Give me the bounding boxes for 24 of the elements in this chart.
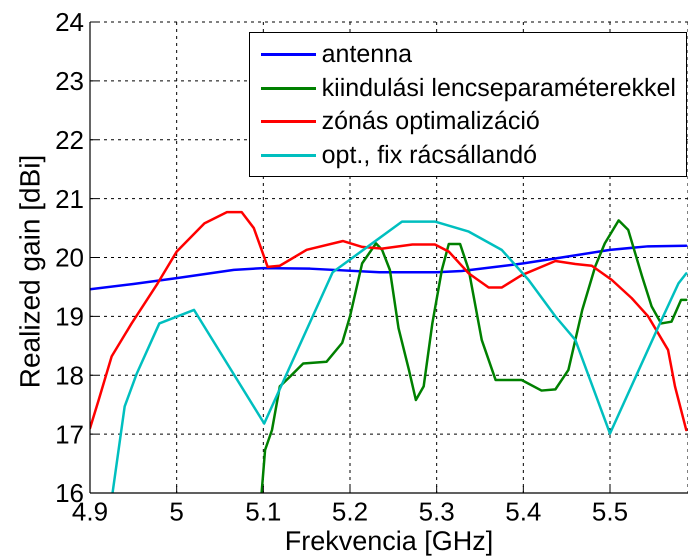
x-tick-label: 5.5 xyxy=(592,496,628,526)
x-tick-label: 5.4 xyxy=(505,496,542,526)
y-tick-label: 23 xyxy=(55,66,84,96)
legend-label: kiindulási lencseparaméterekkel xyxy=(322,74,676,103)
x-tick-label: 5.3 xyxy=(418,496,455,526)
y-tick-label: 22 xyxy=(55,124,84,155)
y-tick-label: 18 xyxy=(55,360,84,390)
x-tick-label: 5.1 xyxy=(245,496,282,526)
y-tick-label: 24 xyxy=(55,7,84,38)
line-series xyxy=(90,210,688,432)
legend-label: zónás optimalizáció xyxy=(322,107,540,136)
y-axis-title: Realized gain [dBi] xyxy=(14,154,46,388)
y-tick-label: 21 xyxy=(55,184,84,214)
line-series xyxy=(260,219,688,493)
x-tick-label: 5.2 xyxy=(332,496,368,526)
line-series xyxy=(111,220,688,493)
x-axis-title: Frekvencia [GHz] xyxy=(284,526,494,556)
legend-label: antenna xyxy=(322,40,412,70)
y-tick-label: 19 xyxy=(55,302,84,332)
line-series xyxy=(90,244,688,291)
x-tick-label: 5 xyxy=(169,496,184,526)
legend-label: opt., fix rácsállandó xyxy=(322,140,538,170)
y-tick-label: 17 xyxy=(55,419,84,450)
y-tick-label: 20 xyxy=(55,242,84,273)
